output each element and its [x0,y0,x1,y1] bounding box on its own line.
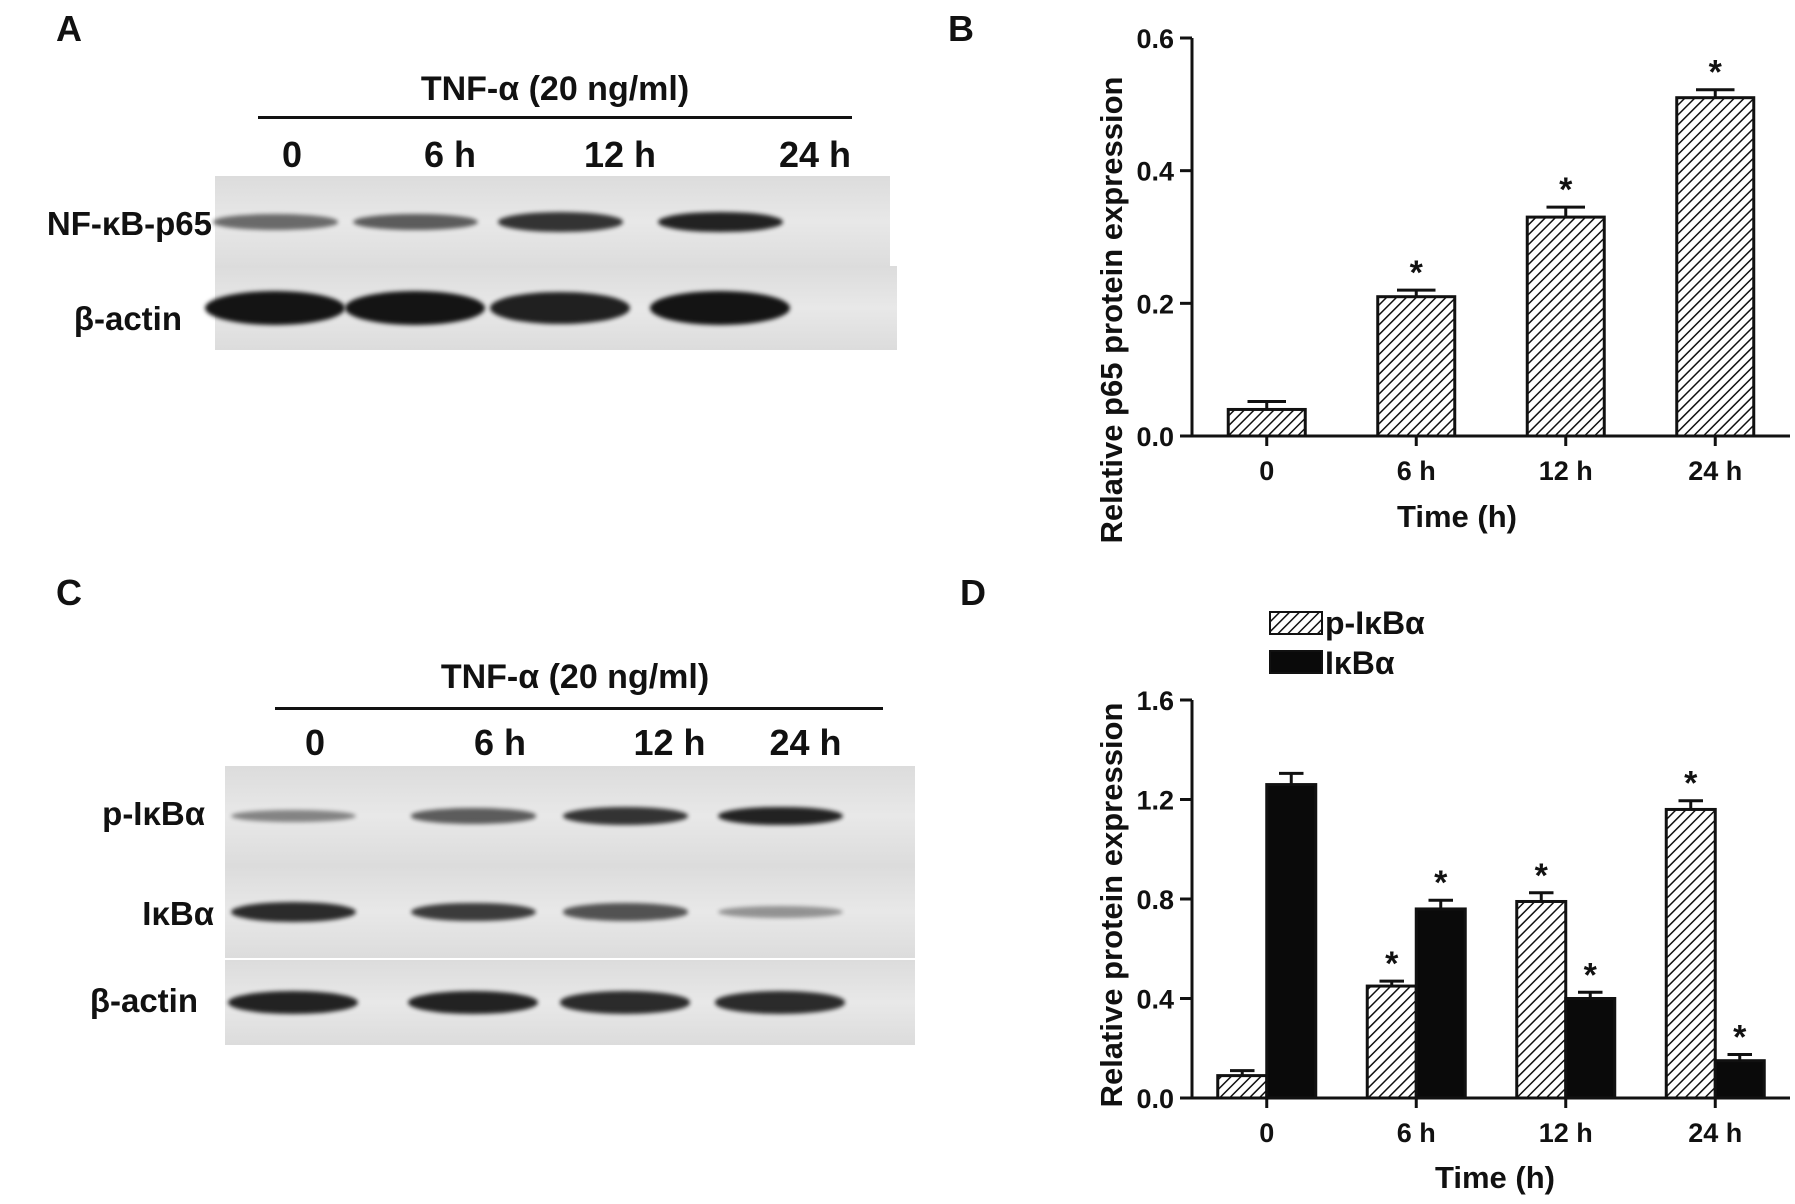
panel-letter-c: C [56,572,82,613]
lane-label-c-2: 12 h [633,722,706,763]
row-label-nfkb-p65: NF-κB-p65 [46,205,212,242]
blot-band [230,901,356,923]
significance-marker: * [1410,254,1424,292]
chart-d-plot: 0.0 0.4 0.8 1.2 1.6 0 6 h * * 12 h * * 24 h * * [1136,686,1790,1148]
lane-label-c-1: 6 h [473,722,526,763]
significance-marker: * [1559,171,1573,209]
panel-letter-d: D [960,572,986,613]
y-tick-label: 0.2 [1136,289,1174,319]
x-tick-label: 6 h [1397,456,1436,486]
x-tick-label: 6 h [1397,1118,1436,1148]
legend-label-ikba: IκBα [1325,645,1395,681]
blot-strip-ikba [225,866,915,958]
lane-label-a-3: 24 h [778,134,852,175]
y-tick-label: 0.8 [1136,885,1174,915]
x-tick-label: 24 h [1688,1118,1742,1148]
blot-band [560,991,690,1014]
significance-marker: * [1584,956,1598,994]
blot-band [715,991,845,1014]
bar [1365,984,1418,1100]
x-axis-label-d: Time (h) [1435,1160,1555,1195]
bar [1664,807,1717,1100]
blot-band [717,905,843,919]
bar [1414,907,1467,1100]
chart-b-plot: 0.0 0.2 0.4 0.6 0 6 h * 12 h * 24 h * [1136,24,1790,486]
y-tick-label: 0.6 [1136,24,1174,54]
lane-label-a-0: 0 [281,134,303,175]
blot-band [410,808,536,824]
blot-band [657,211,783,233]
row-label-ikba: IκBα [142,895,214,932]
legend-swatch-ikba [1269,650,1323,674]
x-axis-label-b: Time (h) [1397,499,1517,534]
y-tick-label: 1.2 [1136,786,1174,816]
significance-marker: * [1385,945,1399,983]
y-tick-label: 0.0 [1136,422,1174,452]
bar [1564,997,1617,1100]
bar [1515,899,1568,1100]
significance-marker: * [1733,1018,1747,1056]
x-tick-label: 0 [1259,456,1274,486]
blot-band [650,291,790,325]
x-tick-label: 12 h [1539,1118,1593,1148]
row-label-beta-actin-a: β-actin [73,300,182,337]
blot-band [490,291,630,325]
bar [1226,407,1307,438]
significance-marker: * [1535,857,1549,895]
lane-label-a-2: 12 h [583,134,657,175]
y-tick-label: 0.0 [1136,1084,1174,1114]
blot-strip-beta-actin-a [205,266,897,350]
treatment-rule-c [275,707,883,710]
x-tick-label: 0 [1259,1118,1274,1148]
blot-strip-beta-actin-c [225,960,915,1045]
blot-band [562,903,688,921]
blot-band [562,807,688,825]
y-tick-label: 0.4 [1136,985,1174,1015]
lane-label-a-1: 6 h [423,134,476,175]
bar [1265,783,1318,1100]
blot-band [408,991,538,1014]
treatment-heading-a: TNF-α (20 ng/ml) [420,70,690,108]
treatment-rule-a [258,116,852,119]
row-label-beta-actin-c: β-actin [89,982,198,1019]
bar [1376,295,1457,438]
x-tick-label: 24 h [1688,456,1742,486]
legend-swatch-p-ikba [1269,611,1323,635]
blot-band [497,212,623,232]
row-label-p-ikba: p-IκBα [102,795,205,832]
blot-band [212,214,338,230]
blot-band [352,213,478,231]
blot-strip-p-ikba [225,766,915,866]
bar [1216,1074,1269,1100]
blot-band [228,991,358,1014]
bar [1713,1059,1766,1100]
significance-marker: * [1434,864,1448,902]
x-tick-label: 12 h [1539,456,1593,486]
bar [1675,96,1756,438]
significance-marker: * [1709,54,1723,92]
blot-band [205,291,345,325]
blot-band [345,291,485,325]
treatment-heading-c: TNF-α (20 ng/ml) [440,658,710,696]
blot-band [230,809,356,823]
y-axis-label-d: Relative protein expression [1094,703,1129,1108]
panel-letter-b: B [948,8,974,49]
legend-label-p-ikba: p-IκBα [1325,605,1425,641]
bar [1525,215,1606,438]
lane-label-c-0: 0 [304,722,326,763]
blot-band [717,806,843,826]
significance-marker: * [1684,765,1698,803]
y-tick-label: 0.4 [1136,157,1174,187]
panel-letter-a: A [56,8,82,49]
blot-band [410,902,536,922]
y-tick-label: 1.6 [1136,686,1174,716]
lane-label-c-3: 24 h [769,722,842,763]
blot-strip-nfkb-p65 [212,176,890,268]
y-axis-label-b: Relative p65 protein expression [1094,77,1129,544]
